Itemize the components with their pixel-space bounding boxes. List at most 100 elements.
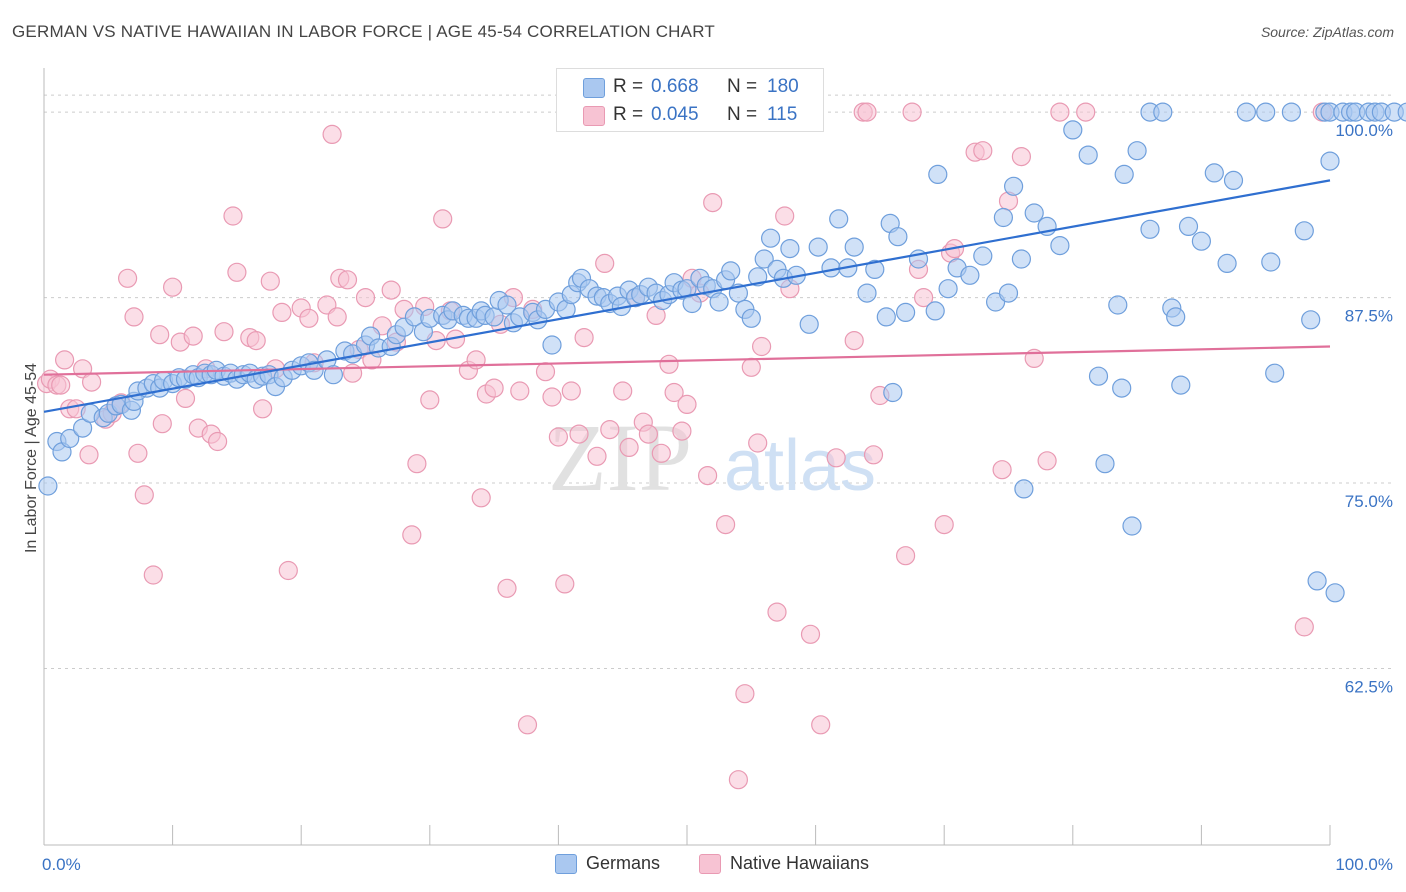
watermark-zip: ZIP (548, 404, 692, 511)
hawaiian-point (844, 331, 864, 351)
hawaiian-point (902, 102, 922, 122)
hawaiian-point (152, 414, 172, 434)
german-point (973, 246, 993, 266)
x-tick-label-max: 100.0% (1335, 855, 1393, 874)
hawaiian-point (278, 560, 298, 581)
hawaiian-point (659, 354, 679, 374)
german-point (709, 292, 729, 312)
german-point (1014, 479, 1034, 499)
german-point (760, 228, 781, 248)
hawaiian-point (800, 624, 821, 644)
german-point (928, 164, 948, 184)
hawaiian-point (150, 325, 170, 345)
german-point (1114, 164, 1134, 184)
hawaiian-point (143, 565, 163, 585)
germans-n-value: 180 (767, 76, 799, 97)
hawaiian-point (484, 378, 504, 398)
hawaiian-point (54, 350, 75, 370)
hawaiian-point (322, 124, 342, 144)
german-point (542, 335, 562, 355)
hawaiian-point (651, 443, 671, 463)
german-point (1217, 253, 1237, 273)
german-point (304, 360, 324, 380)
hawaiian-point (117, 268, 138, 288)
german-point (1171, 375, 1191, 395)
german-point (1078, 145, 1098, 165)
hawaiian-point (1076, 102, 1096, 122)
legend-row-germans: R = 0.668 N = 180 (557, 73, 823, 101)
hawaiian-point (638, 424, 659, 444)
hawaiian-point (587, 446, 607, 466)
hawaiian-point (134, 485, 154, 505)
hawaiian-point (542, 387, 562, 407)
hawaiian-point (973, 141, 993, 161)
hawaiian-point (355, 288, 376, 308)
hawaiian-point (471, 488, 491, 508)
german-point (1088, 366, 1109, 386)
hawaiian-point (535, 362, 556, 382)
tick-labels: 62.5% 75.0% 87.5% 100.0% 0.0% 100.0% (42, 121, 1393, 874)
german-point (1122, 516, 1142, 536)
german-point (1140, 219, 1160, 239)
hawaiians-n-value: 115 (767, 104, 798, 125)
german-point (1236, 102, 1257, 122)
hawaiian-point (175, 388, 196, 408)
hawaiian-point (260, 271, 280, 291)
german-point (1265, 363, 1285, 383)
german-point (938, 279, 958, 299)
hawaiian-point (697, 466, 718, 486)
hawaiian-point (420, 390, 440, 410)
hawaiians-r-value: 0.045 (651, 104, 699, 125)
hawaiian-point (992, 460, 1012, 480)
germans-swatch (555, 854, 577, 874)
german-point (1095, 454, 1115, 474)
hawaiian-point (337, 270, 358, 290)
german-point (1166, 307, 1186, 327)
hawaiian-point (672, 421, 692, 441)
german-point (1325, 583, 1345, 603)
hawaiian-point (517, 715, 538, 735)
hawaiians-swatch (699, 854, 721, 874)
german-point (925, 301, 945, 321)
german-point (1191, 231, 1212, 251)
hawaiian-point (600, 420, 620, 440)
german-point (1063, 120, 1083, 140)
hawaiian-point (433, 209, 453, 229)
y-tick-label: 62.5% (1345, 677, 1393, 696)
german-point (1127, 141, 1147, 161)
german-point (1108, 295, 1128, 315)
german-point (1050, 236, 1070, 256)
germans-r-value: 0.668 (651, 76, 699, 97)
hawaiian-point (895, 546, 916, 566)
hawaiian-point (208, 431, 228, 452)
german-point (323, 365, 343, 385)
source-label: Source: ZipAtlas.com (1260, 24, 1394, 40)
hawaiian-point (619, 437, 639, 457)
german-point (1112, 378, 1132, 398)
hawaiian-point (497, 578, 517, 598)
y-tick-label: 87.5% (1345, 307, 1393, 326)
n-label: N = (727, 104, 758, 125)
german-point (1301, 310, 1321, 330)
german-point (857, 283, 877, 303)
legend-row-hawaiians: R = 0.045 N = 115 (557, 101, 823, 129)
german-point (960, 265, 980, 285)
german-point (1320, 151, 1340, 171)
y-tick-label: 100.0% (1335, 121, 1393, 140)
y-axis-label: In Labor Force | Age 45-54 (23, 363, 40, 553)
hawaiians-swatch (583, 106, 605, 126)
german-point (895, 302, 916, 322)
hawaiian-point (751, 336, 772, 357)
german-point (497, 295, 517, 315)
hawaiian-point (574, 328, 594, 348)
german-point (993, 207, 1014, 228)
hawaiian-point (741, 357, 761, 377)
hawaiian-point (1050, 102, 1070, 122)
hawaiian-point (748, 433, 768, 453)
hawaiian-point (767, 602, 787, 622)
german-point (1204, 163, 1224, 183)
hawaiian-point (299, 308, 319, 328)
germans-label: Germans (586, 853, 661, 873)
hawaiian-point (227, 262, 247, 282)
